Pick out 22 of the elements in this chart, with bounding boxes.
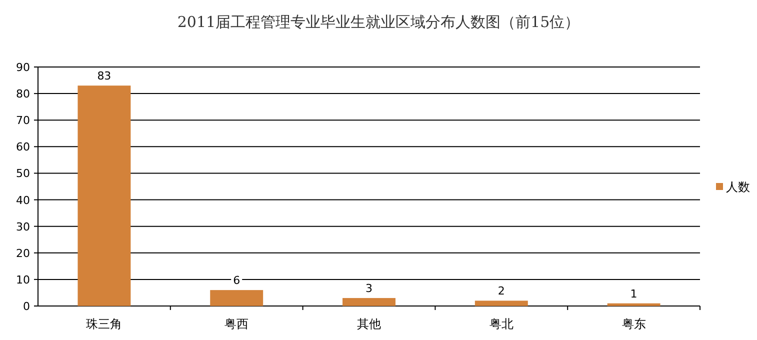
x-tick-label: 粤北 bbox=[489, 317, 514, 331]
y-tick-label: 80 bbox=[16, 88, 30, 101]
y-tick-label: 50 bbox=[16, 167, 30, 180]
x-tick-label: 粤西 bbox=[224, 317, 249, 331]
x-tick-label: 珠三角 bbox=[86, 317, 122, 331]
chart-title: 2011届工程管理专业毕业生就业区域分布人数图（前15位） bbox=[177, 13, 580, 31]
y-tick-label: 70 bbox=[16, 114, 30, 128]
y-tick-label: 0 bbox=[23, 300, 30, 313]
y-tick-label: 10 bbox=[16, 273, 30, 286]
y-tick-label: 30 bbox=[16, 220, 30, 234]
data-label: 2 bbox=[498, 284, 505, 298]
data-label: 3 bbox=[366, 282, 372, 296]
y-tick-label: 90 bbox=[16, 61, 30, 74]
legend-label: 人数 bbox=[726, 180, 750, 194]
y-tick-label: 20 bbox=[16, 246, 30, 260]
x-tick-label: 粤东 bbox=[622, 317, 646, 331]
y-tick-label: 40 bbox=[16, 194, 30, 207]
data-label: 83 bbox=[97, 70, 112, 83]
data-label: 1 bbox=[630, 287, 638, 300]
data-label: 6 bbox=[233, 274, 240, 288]
x-tick-label: 其他 bbox=[357, 317, 381, 331]
y-tick-label: 60 bbox=[16, 140, 30, 154]
